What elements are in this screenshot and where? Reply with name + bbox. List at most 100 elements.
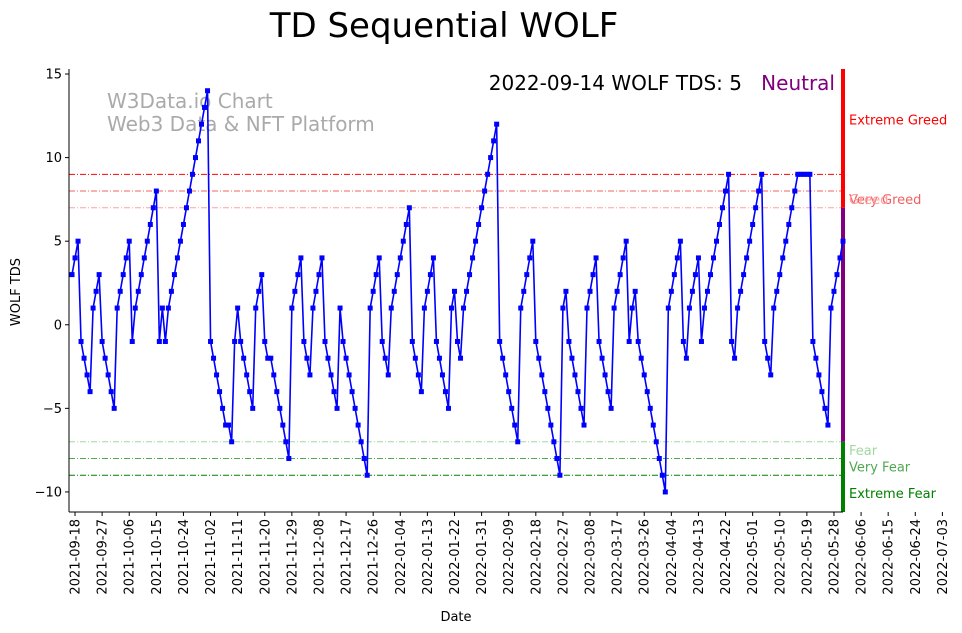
x-tick-label: 2022-05-19 (800, 519, 815, 595)
data-point (819, 389, 825, 395)
data-point (768, 372, 774, 378)
data-point (448, 305, 454, 311)
data-point (379, 338, 385, 344)
data-point (455, 338, 461, 344)
data-point (572, 372, 578, 378)
data-point (461, 305, 467, 311)
data-point (521, 288, 527, 294)
data-point (427, 272, 433, 278)
data-point (162, 338, 168, 344)
data-point (605, 389, 611, 395)
data-point (626, 338, 632, 344)
data-point (581, 422, 587, 428)
data-point (662, 489, 668, 495)
series-line (71, 90, 844, 493)
data-point (310, 305, 316, 311)
latest-value-annotation: 2022-09-14 WOLF TDS: 5 (489, 71, 742, 95)
data-point (180, 221, 186, 227)
data-point (665, 305, 671, 311)
data-point (464, 288, 470, 294)
data-point (798, 171, 804, 177)
data-point (795, 171, 801, 177)
data-point (771, 305, 777, 311)
x-tick-label: 2022-02-09 (502, 519, 517, 595)
data-point (241, 355, 247, 361)
x-tick-label: 2021-11-02 (204, 519, 219, 595)
data-point (81, 355, 87, 361)
data-point (765, 355, 771, 361)
data-point (232, 338, 238, 344)
data-point (756, 188, 762, 194)
data-point (840, 238, 846, 244)
data-point (274, 389, 280, 395)
data-point (707, 272, 713, 278)
data-point (620, 255, 626, 261)
data-point (265, 355, 271, 361)
data-point (533, 338, 539, 344)
data-point (599, 355, 605, 361)
data-point (611, 305, 617, 311)
data-point (259, 272, 265, 278)
data-point (153, 188, 159, 194)
data-point (421, 305, 427, 311)
data-point (349, 389, 355, 395)
data-point (334, 405, 340, 411)
data-point (467, 272, 473, 278)
data-point (355, 422, 361, 428)
x-tick-label: 2022-03-26 (638, 519, 653, 595)
data-point (439, 372, 445, 378)
data-point (786, 221, 792, 227)
data-point (96, 272, 102, 278)
data-point (304, 355, 310, 361)
data-point (488, 155, 494, 161)
axes (68, 69, 843, 513)
x-tick-label: 2022-03-08 (584, 519, 599, 595)
data-point (741, 272, 747, 278)
data-point (834, 272, 840, 278)
wolf-tds-series (69, 88, 846, 495)
x-tick-label: 2021-12-08 (312, 519, 327, 595)
x-tick-label: 2022-01-31 (475, 519, 490, 595)
data-point (701, 305, 707, 311)
data-point (84, 372, 90, 378)
x-tick-label: 2022-01-13 (421, 519, 436, 595)
data-point (837, 255, 843, 261)
y-axis-ticks: −10 −5 0 5 10 15 (35, 68, 69, 500)
data-point (253, 305, 259, 311)
data-point (494, 121, 500, 127)
level-label-very-greed: Very Greed (849, 193, 921, 208)
data-point (189, 171, 195, 177)
data-point (292, 288, 298, 294)
data-point (343, 355, 349, 361)
data-point (385, 372, 391, 378)
x-tick-label: 2022-06-15 (882, 519, 897, 595)
data-point (412, 355, 418, 361)
data-point (69, 272, 75, 278)
data-point (271, 372, 277, 378)
data-point (220, 405, 226, 411)
data-point (337, 305, 343, 311)
data-point (632, 288, 638, 294)
data-point (147, 221, 153, 227)
data-point (653, 439, 659, 445)
data-point (482, 188, 488, 194)
data-point (807, 171, 813, 177)
data-point (415, 372, 421, 378)
data-point (548, 422, 554, 428)
level-label-extreme-greed: Extreme Greed (849, 113, 947, 128)
data-point (364, 472, 370, 478)
x-tick-label: 2022-04-13 (692, 519, 707, 595)
data-point (159, 305, 165, 311)
data-point (78, 338, 84, 344)
data-point (102, 355, 108, 361)
data-point (674, 255, 680, 261)
level-label-extreme-fear: Extreme Fear (849, 487, 937, 502)
x-tick-label: 2021-11-11 (231, 519, 246, 595)
data-point (792, 188, 798, 194)
data-point (816, 372, 822, 378)
data-point (183, 205, 189, 211)
data-point (695, 255, 701, 261)
data-point (714, 238, 720, 244)
data-point (214, 372, 220, 378)
data-point (566, 338, 572, 344)
